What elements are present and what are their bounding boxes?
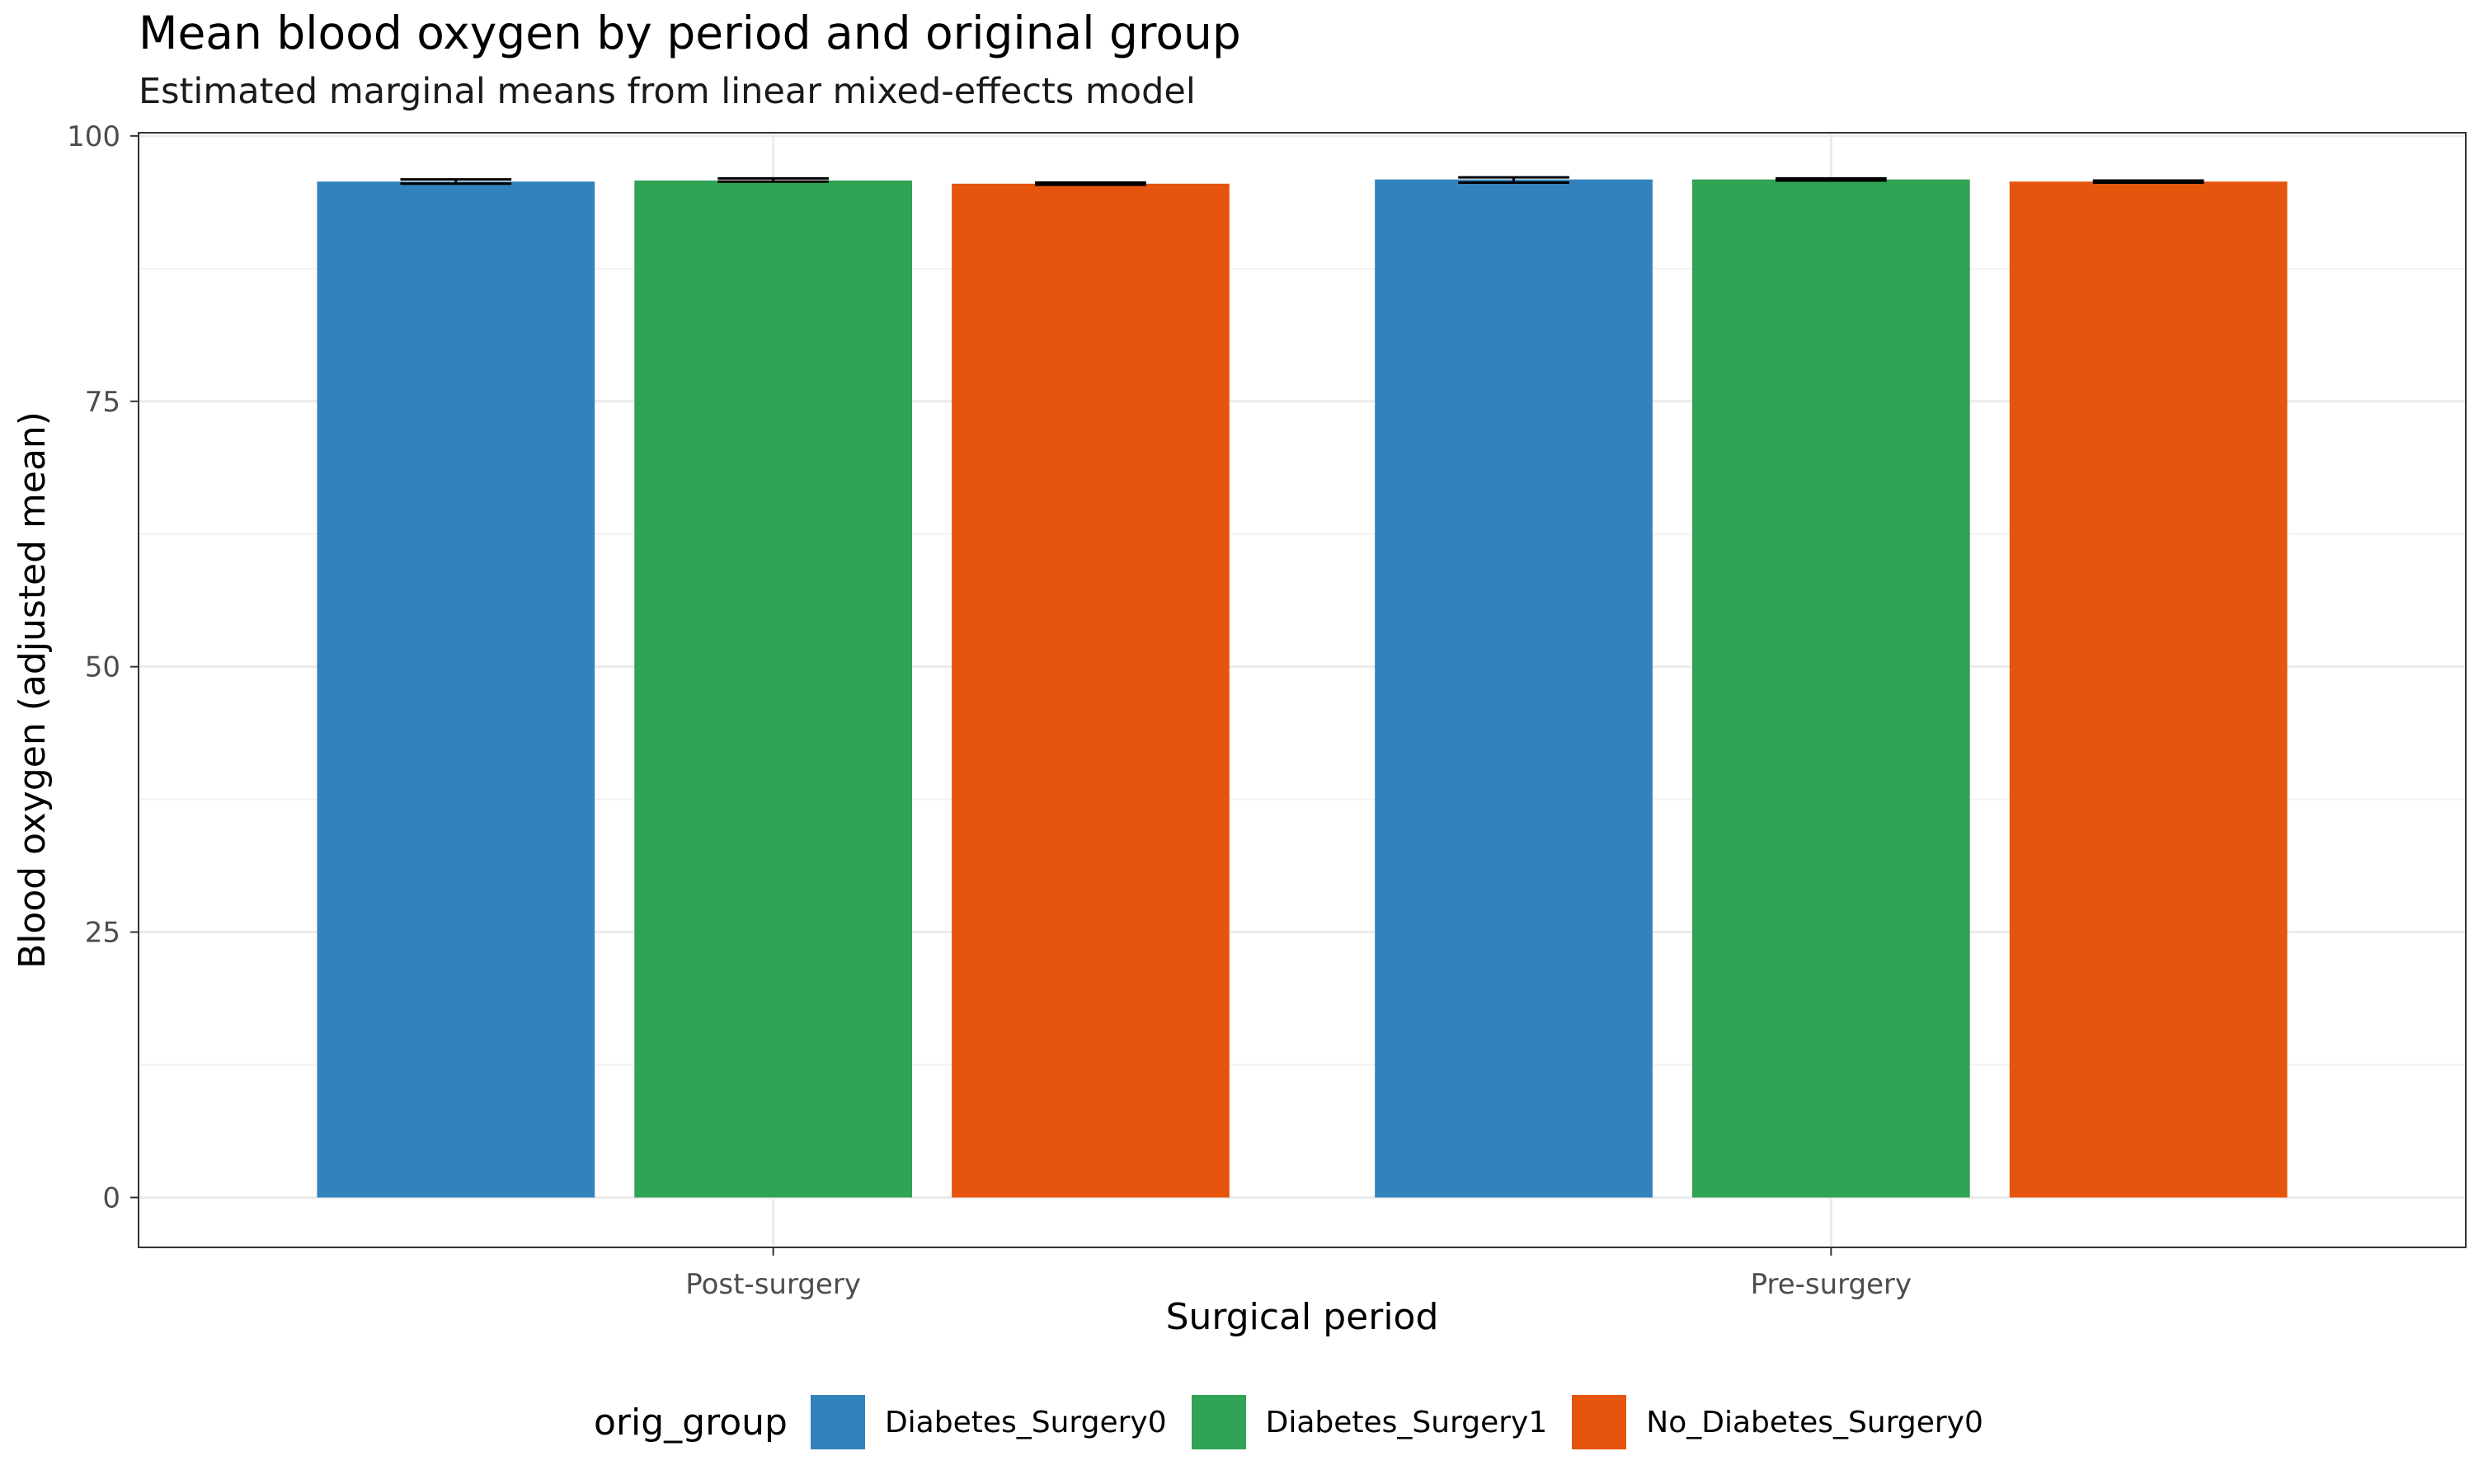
legend-label: No_Diabetes_Surgery0 xyxy=(1646,1405,1983,1439)
y-tick-label: 25 xyxy=(85,917,120,950)
legend-key xyxy=(1572,1395,1627,1449)
x-tick-label: Pre-surgery xyxy=(1751,1268,1912,1301)
legend-label: Diabetes_Surgery0 xyxy=(884,1405,1167,1439)
x-tick-label: Post-surgery xyxy=(685,1268,861,1301)
y-axis-title: Blood oxygen (adjusted mean) xyxy=(12,411,54,969)
y-tick-label: 75 xyxy=(85,386,120,419)
y-tick-label: 50 xyxy=(85,651,120,684)
legend-key xyxy=(810,1395,865,1449)
bar xyxy=(1375,179,1653,1198)
bar xyxy=(317,181,595,1198)
bar xyxy=(952,183,1230,1198)
x-axis-title: Surgical period xyxy=(1166,1296,1439,1338)
chart-title: Mean blood oxygen by period and original… xyxy=(139,7,1241,59)
chart-subtitle: Estimated marginal means from linear mix… xyxy=(139,71,1196,112)
legend-title: orig_group xyxy=(594,1401,788,1444)
axis-layer: 0 25 50 75 100 Post-surgery Pre-surgery xyxy=(67,120,1912,1301)
panel-border xyxy=(138,132,2467,1248)
y-tick-label: 0 xyxy=(102,1181,120,1214)
legend-item-no-diabetes-surgery0: No_Diabetes_Surgery0 xyxy=(1572,1395,1983,1449)
legend-key xyxy=(1191,1395,1246,1449)
bar xyxy=(2009,181,2288,1198)
legend: orig_group Diabetes_Surgery0 Diabetes_Su… xyxy=(594,1395,2008,1449)
legend-item-diabetes-surgery0: Diabetes_Surgery0 xyxy=(810,1395,1167,1449)
legend-item-diabetes-surgery1: Diabetes_Surgery1 xyxy=(1191,1395,1548,1449)
legend-label: Diabetes_Surgery1 xyxy=(1265,1405,1548,1439)
error-bars-layer xyxy=(400,176,2204,186)
bar xyxy=(634,180,912,1198)
bars-layer xyxy=(317,179,2288,1198)
bar xyxy=(1692,179,1970,1198)
y-tick-label: 100 xyxy=(67,120,120,153)
